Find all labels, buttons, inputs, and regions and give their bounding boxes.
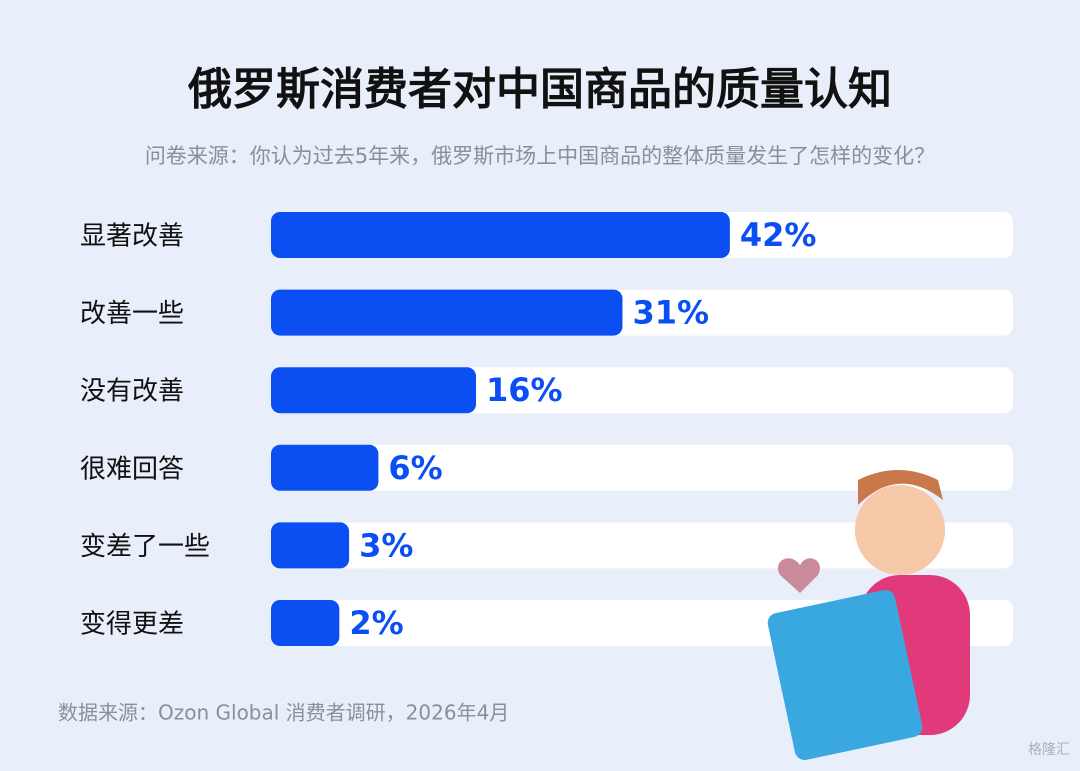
mascot-decoration: [767, 470, 970, 761]
source-note: 数据来源：Ozon Global 消费者调研，2026年4月: [58, 701, 509, 725]
category-label: 很难回答: [80, 454, 184, 484]
bar: [271, 212, 730, 258]
chart-subtitle: 问卷来源：你认为过去5年来，俄罗斯市场上中国商品的整体质量发生了怎样的变化？: [145, 144, 935, 168]
bar: [271, 600, 340, 646]
bar: [271, 522, 350, 569]
chart-title: 俄罗斯消费者对中国商品的质量认知: [187, 64, 892, 115]
bar: [271, 367, 477, 414]
category-label: 改善一些: [80, 299, 184, 329]
category-label: 没有改善: [80, 377, 184, 407]
value-label: 42%: [740, 216, 817, 254]
value-label: 31%: [632, 294, 709, 332]
value-label: 3%: [359, 526, 413, 564]
bar-track: [271, 444, 1013, 491]
bar: [271, 444, 379, 491]
bar: [271, 289, 623, 336]
value-label: 6%: [388, 449, 442, 487]
category-label: 显著改善: [80, 222, 184, 252]
bar-track: [271, 522, 1013, 569]
value-label: 16%: [486, 371, 563, 409]
category-label: 变差了一些: [80, 532, 210, 562]
watermark: 格隆汇: [1028, 742, 1070, 758]
value-label: 2%: [349, 604, 403, 642]
category-label: 变得更差: [80, 610, 184, 640]
